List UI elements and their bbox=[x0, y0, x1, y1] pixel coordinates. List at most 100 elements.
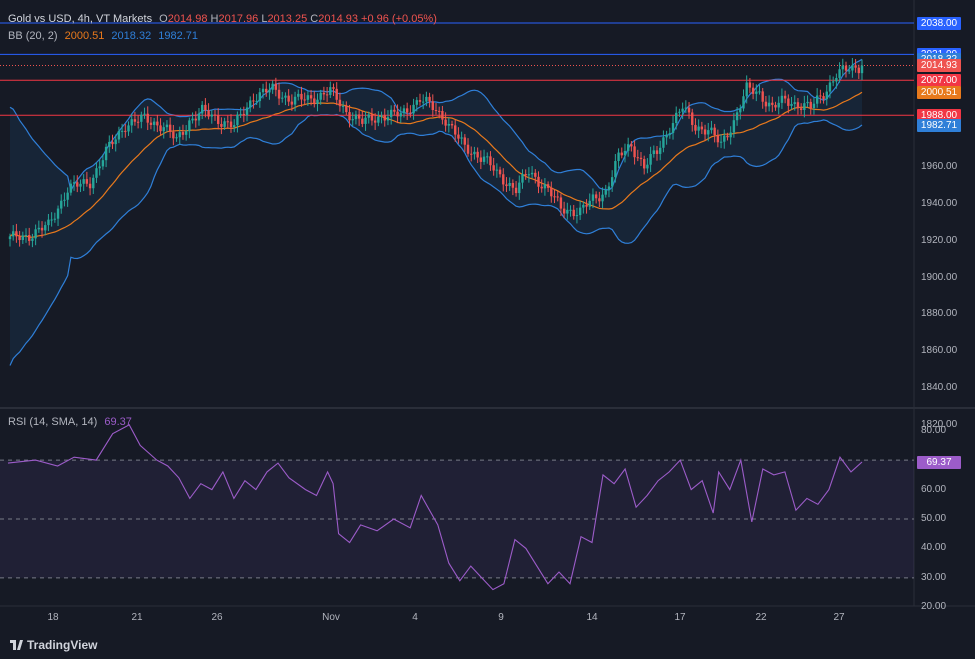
time-tick-label: 9 bbox=[498, 612, 504, 623]
candle-body bbox=[540, 186, 543, 189]
rsi-tick-label: 60.00 bbox=[921, 483, 947, 495]
candle-body bbox=[351, 119, 354, 121]
candle-body bbox=[172, 131, 175, 139]
candle-body bbox=[152, 121, 156, 125]
time-tick-label: 18 bbox=[47, 612, 59, 623]
candle-body bbox=[790, 103, 793, 106]
candle-body bbox=[194, 118, 197, 121]
candle-body bbox=[841, 65, 844, 70]
candle-body bbox=[421, 101, 425, 103]
candle-body bbox=[556, 196, 559, 198]
time-tick-label: 27 bbox=[833, 612, 845, 623]
candle-body bbox=[710, 127, 713, 131]
candle-body bbox=[200, 104, 204, 114]
candle-body bbox=[739, 108, 742, 113]
candle-body bbox=[34, 229, 37, 239]
candle-body bbox=[338, 99, 342, 107]
candle-body bbox=[226, 121, 230, 123]
candle-body bbox=[95, 168, 98, 178]
time-tick-label: 17 bbox=[674, 612, 686, 623]
rsi-value: 69.37 bbox=[104, 416, 132, 428]
candle-body bbox=[207, 110, 210, 117]
candle-body bbox=[678, 111, 681, 113]
ohlc-legend: Gold vs USD, 4h, VT Markets O2014.98 H20… bbox=[8, 13, 441, 25]
candle-body bbox=[450, 123, 454, 126]
candle-body bbox=[508, 182, 511, 187]
candle-body bbox=[108, 141, 111, 147]
candle-body bbox=[133, 119, 137, 122]
candle-body bbox=[181, 132, 185, 135]
candle-body bbox=[822, 96, 825, 100]
candle-body bbox=[92, 177, 95, 189]
tradingview-brand[interactable]: TradingView bbox=[10, 638, 97, 652]
candle-body bbox=[601, 194, 604, 202]
candle-body bbox=[361, 118, 364, 124]
candle-body bbox=[668, 133, 672, 135]
candle-body bbox=[136, 121, 140, 123]
candle-body bbox=[588, 200, 591, 207]
time-tick-label: Nov bbox=[322, 612, 340, 623]
candle-body bbox=[642, 159, 646, 169]
candle-body bbox=[860, 65, 864, 74]
bb-band-fill bbox=[10, 59, 862, 366]
time-tick-label: 14 bbox=[586, 612, 598, 623]
rsi-tick-label: 20.00 bbox=[921, 601, 947, 613]
candle-body bbox=[687, 107, 691, 113]
candle-body bbox=[815, 95, 819, 104]
candle-body bbox=[184, 131, 188, 135]
candle-body bbox=[761, 91, 764, 102]
candle-body bbox=[482, 156, 486, 162]
bb-legend[interactable]: BB (20, 2) 2000.51 2018.32 1982.71 bbox=[8, 30, 202, 42]
candle-body bbox=[348, 112, 351, 121]
candle-body bbox=[210, 114, 213, 117]
candle-body bbox=[492, 165, 495, 171]
candle-body bbox=[69, 183, 73, 193]
candle-body bbox=[216, 115, 220, 124]
bb-lower-line bbox=[9, 113, 863, 366]
candle-body bbox=[604, 190, 607, 195]
candle-body bbox=[553, 196, 556, 198]
bb-basis-value: 2000.51 bbox=[64, 30, 105, 42]
candle-body bbox=[796, 102, 800, 109]
candle-body bbox=[242, 113, 246, 116]
candle-body bbox=[585, 204, 588, 207]
candle-body bbox=[409, 112, 412, 114]
candle-body bbox=[511, 182, 515, 188]
rsi-legend[interactable]: RSI (14, SMA, 14) 69.37 bbox=[8, 416, 136, 428]
candle-body bbox=[114, 139, 117, 145]
time-tick-label: 22 bbox=[755, 612, 767, 623]
candle-body bbox=[639, 157, 643, 160]
candle-body bbox=[88, 183, 92, 189]
candle-body bbox=[412, 104, 415, 114]
candle-body bbox=[220, 123, 223, 127]
candle-body bbox=[370, 114, 374, 121]
candle-body bbox=[479, 157, 483, 162]
candle-body bbox=[457, 134, 460, 139]
candle-body bbox=[434, 110, 438, 112]
price-pane bbox=[0, 8, 914, 405]
price-label-2038.00: 2038.00 bbox=[917, 16, 961, 30]
candle-body bbox=[111, 141, 114, 145]
candle-body bbox=[76, 182, 79, 187]
candle-body bbox=[851, 65, 854, 71]
price-tick-label: 1920.00 bbox=[921, 234, 958, 246]
candle-body bbox=[582, 204, 585, 208]
candle-body bbox=[623, 150, 627, 156]
candle-body bbox=[719, 141, 723, 143]
candle-body bbox=[684, 107, 688, 109]
change-label: +0.96 (+0.05%) bbox=[361, 13, 437, 25]
symbol-title[interactable]: Gold vs USD, 4h, VT Markets bbox=[8, 13, 153, 25]
candle-body bbox=[117, 131, 121, 140]
candle-body bbox=[473, 151, 476, 155]
candle-body bbox=[418, 100, 422, 102]
candle-body bbox=[502, 174, 505, 185]
candle-body bbox=[707, 130, 710, 135]
candle-body bbox=[47, 219, 50, 226]
candle-body bbox=[489, 156, 492, 166]
candle-body bbox=[229, 121, 233, 128]
candle-body bbox=[767, 102, 771, 107]
candle-body bbox=[559, 197, 563, 209]
candle-body bbox=[258, 92, 262, 102]
candle-body bbox=[332, 87, 335, 89]
